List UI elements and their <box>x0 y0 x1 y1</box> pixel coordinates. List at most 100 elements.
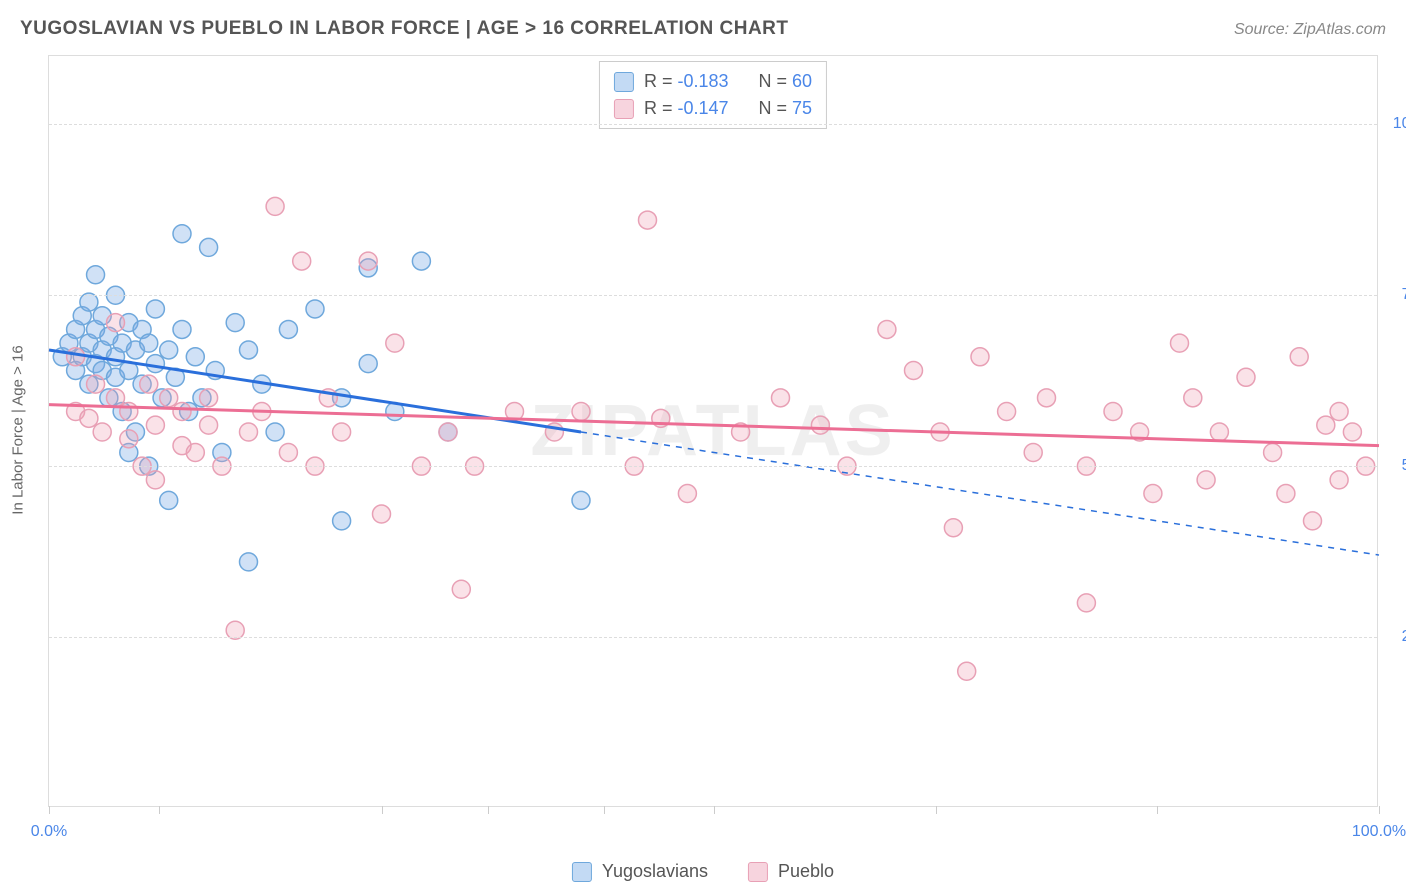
scatter-point <box>146 416 164 434</box>
x-tick-label-left: 0.0% <box>31 823 67 841</box>
stats-n-value-1: 75 <box>792 98 812 118</box>
scatter-point <box>1317 416 1335 434</box>
scatter-point <box>266 423 284 441</box>
scatter-point <box>266 197 284 215</box>
y-tick-label: 75.0% <box>1387 286 1406 304</box>
scatter-point <box>1038 389 1056 407</box>
x-tick <box>714 806 715 814</box>
scatter-point <box>1184 389 1202 407</box>
scatter-point <box>186 444 204 462</box>
scatter-point <box>140 334 158 352</box>
scatter-point <box>120 402 138 420</box>
scatter-point <box>1330 471 1348 489</box>
scatter-point <box>200 416 218 434</box>
scatter-point <box>439 423 457 441</box>
scatter-point <box>998 402 1016 420</box>
y-tick-label: 100.0% <box>1387 115 1406 133</box>
trend-line-extension <box>581 432 1379 555</box>
scatter-point <box>240 341 258 359</box>
scatter-point <box>1171 334 1189 352</box>
scatter-point <box>107 389 125 407</box>
scatter-point <box>173 402 191 420</box>
scatter-point <box>1304 512 1322 530</box>
scatter-point <box>373 505 391 523</box>
plot-area: ZIPATLAS R = -0.183 N = 60 R = -0.147 N … <box>48 55 1378 807</box>
scatter-point <box>1210 423 1228 441</box>
scatter-point <box>80 409 98 427</box>
scatter-point <box>186 348 204 366</box>
scatter-point <box>772 389 790 407</box>
scatter-point <box>140 375 158 393</box>
stats-r-label: R = -0.147 <box>644 95 729 122</box>
stats-legend-box: R = -0.183 N = 60 R = -0.147 N = 75 <box>599 61 827 129</box>
scatter-point <box>944 519 962 537</box>
scatter-point <box>639 211 657 229</box>
scatter-point <box>572 491 590 509</box>
scatter-point <box>1277 485 1295 503</box>
scatter-point <box>958 662 976 680</box>
scatter-point <box>1330 402 1348 420</box>
scatter-point <box>1343 423 1361 441</box>
stats-r-value-0: -0.183 <box>677 71 728 91</box>
scatter-point <box>572 402 590 420</box>
scatter-point <box>146 355 164 373</box>
scatter-point <box>359 355 377 373</box>
stats-r-value-1: -0.147 <box>677 98 728 118</box>
legend-item-yugoslavians: Yugoslavians <box>572 861 708 882</box>
legend-label-yugoslavians: Yugoslavians <box>602 861 708 882</box>
x-tick <box>488 806 489 814</box>
scatter-point <box>412 252 430 270</box>
scatter-point <box>146 471 164 489</box>
source-label: Source: ZipAtlas.com <box>1234 21 1386 39</box>
gridline <box>49 295 1377 296</box>
x-tick <box>1157 806 1158 814</box>
scatter-point <box>678 485 696 503</box>
scatter-point <box>160 341 178 359</box>
chart-svg <box>49 56 1377 806</box>
chart-title: YUGOSLAVIAN VS PUEBLO IN LABOR FORCE | A… <box>20 18 789 40</box>
scatter-point <box>1024 444 1042 462</box>
scatter-point <box>160 491 178 509</box>
stats-n-label: N = 60 <box>759 68 813 95</box>
scatter-point <box>452 580 470 598</box>
gridline <box>49 637 1377 638</box>
scatter-point <box>173 225 191 243</box>
stats-n-value-0: 60 <box>792 71 812 91</box>
x-tick <box>936 806 937 814</box>
scatter-point <box>1237 368 1255 386</box>
scatter-point <box>240 553 258 571</box>
scatter-point <box>120 430 138 448</box>
scatter-point <box>905 361 923 379</box>
scatter-point <box>226 314 244 332</box>
scatter-point <box>333 512 351 530</box>
gridline <box>49 466 1377 467</box>
scatter-point <box>107 314 125 332</box>
swatch-yugoslavians-icon <box>614 72 634 92</box>
scatter-point <box>1104 402 1122 420</box>
scatter-point <box>200 238 218 256</box>
scatter-point <box>279 320 297 338</box>
x-tick <box>382 806 383 814</box>
legend-swatch-yugoslavians-icon <box>572 862 592 882</box>
legend-label-pueblo: Pueblo <box>778 861 834 882</box>
scatter-point <box>293 252 311 270</box>
legend-item-pueblo: Pueblo <box>748 861 834 882</box>
y-tick-label: 50.0% <box>1387 457 1406 475</box>
scatter-point <box>1077 594 1095 612</box>
scatter-point <box>87 266 105 284</box>
scatter-point <box>1290 348 1308 366</box>
x-tick <box>604 806 605 814</box>
scatter-point <box>173 320 191 338</box>
gridline <box>49 124 1377 125</box>
scatter-point <box>200 389 218 407</box>
scatter-point <box>67 348 85 366</box>
scatter-point <box>146 300 164 318</box>
x-tick <box>159 806 160 814</box>
scatter-point <box>878 320 896 338</box>
stats-n-label: N = 75 <box>759 95 813 122</box>
scatter-point <box>1264 444 1282 462</box>
scatter-point <box>971 348 989 366</box>
stats-row-yugoslavians: R = -0.183 N = 60 <box>614 68 812 95</box>
scatter-point <box>811 416 829 434</box>
bottom-legend: Yugoslavians Pueblo <box>572 861 834 882</box>
